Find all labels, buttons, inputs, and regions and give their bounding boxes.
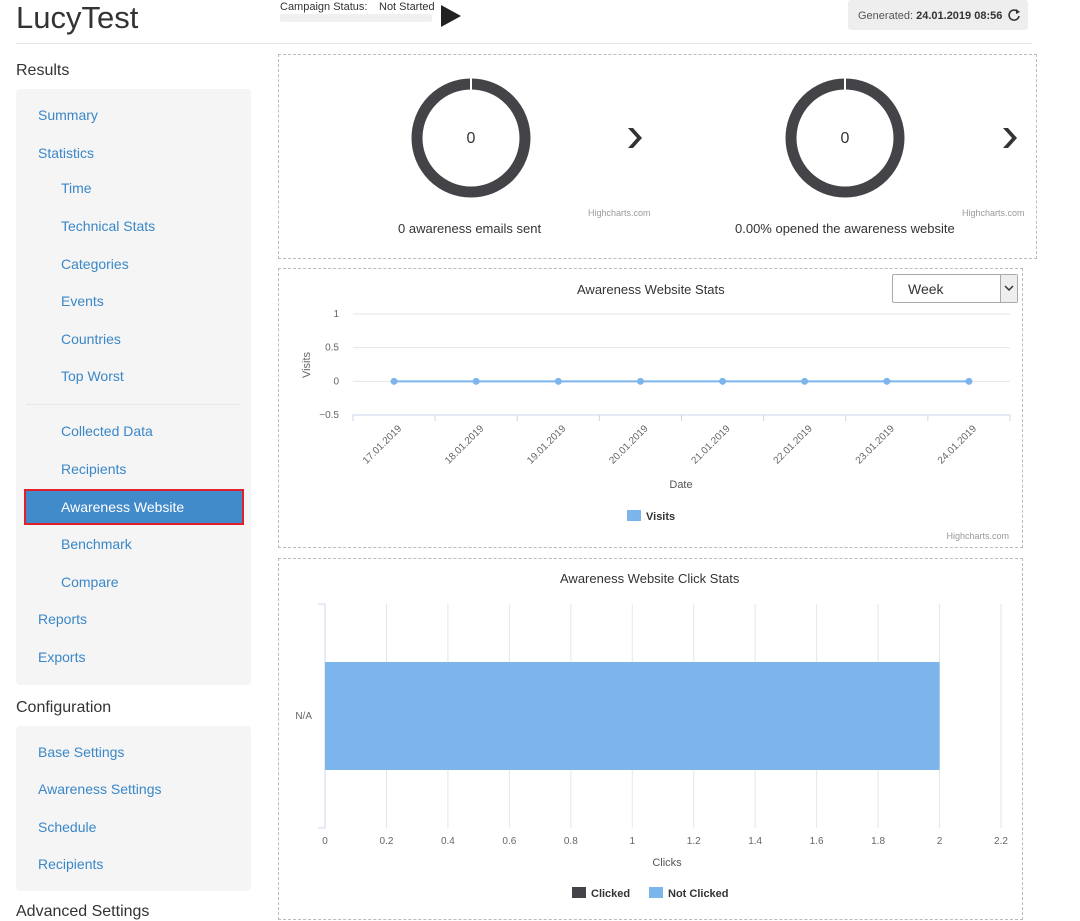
results-nav-panel — [16, 89, 251, 685]
legend-not-clicked-label: Not Clicked — [668, 888, 729, 900]
x-tick-label: 1.2 — [687, 836, 701, 847]
visits-data-point — [883, 377, 891, 385]
nav-benchmark[interactable]: Benchmark — [61, 536, 132, 552]
nav-collected-data[interactable]: Collected Data — [61, 423, 153, 439]
click-stats-chart: 0 0.2 0.4 0.6 0.8 1 1.2 1.4 1.6 1.8 2 2.2 N/A Clicks C… — [295, 603, 1008, 900]
website-opened-value: 0 — [840, 130, 850, 147]
x-tick-label: 2 — [937, 836, 943, 847]
title-divider — [16, 43, 1032, 44]
generated-timestamp: Generated: 24.01.2019 08:56 — [848, 0, 1028, 30]
emails-sent-value: 0 — [466, 130, 476, 147]
nav-technical-stats[interactable]: Technical Stats — [61, 218, 156, 234]
y-axis-title: Visits — [301, 351, 313, 378]
x-tick-label: 0 — [322, 836, 328, 847]
x-tick-label: 1.8 — [871, 836, 885, 847]
click-stats-title: Awareness Website Click Stats — [560, 571, 740, 586]
x-tick-label: 1.4 — [748, 836, 762, 847]
x-tick-label: 20.01.2019 — [607, 423, 650, 466]
x-tick-label: 22.01.2019 — [772, 423, 815, 466]
website-stats-panel — [278, 268, 1023, 548]
legend-not-clicked-swatch — [649, 887, 663, 898]
y-tick-label: −0.5 — [319, 410, 339, 421]
x-axis-title: Clicks — [652, 857, 682, 869]
visits-data-point — [965, 377, 973, 385]
configuration-nav-panel — [16, 726, 251, 891]
x-tick-label: 1.6 — [810, 836, 824, 847]
x-tick-label: 17.01.2019 — [361, 423, 404, 466]
y-category-label: N/A — [295, 711, 312, 722]
website-chart-credit: Highcharts.com — [962, 208, 1025, 218]
nav-categories[interactable]: Categories — [61, 256, 129, 272]
x-axis-title: Date — [669, 479, 692, 491]
results-heading: Results — [16, 62, 70, 79]
x-tick-label: 0.8 — [564, 836, 578, 847]
x-tick-label: 24.01.2019 — [936, 423, 979, 466]
visits-data-point — [636, 377, 644, 385]
x-tick-label: 0.6 — [502, 836, 516, 847]
website-opened-caption: 0.00% opened the awareness website — [735, 221, 955, 236]
y-tick-label: 0 — [333, 376, 339, 387]
nav-top-worst[interactable]: Top Worst — [61, 368, 124, 384]
nav-recipients[interactable]: Recipients — [61, 461, 127, 477]
x-tick-label: 0.2 — [380, 836, 394, 847]
website-stats-chart: 1 0.5 0 −0.5 17.01.2019 18.01.2019 19.01.2019 2… — [301, 309, 1011, 541]
advanced-settings-heading: Advanced Settings — [16, 903, 150, 920]
x-tick-label: 19.01.2019 — [525, 423, 568, 466]
bar-not-clicked — [325, 662, 940, 770]
nav-events[interactable]: Events — [61, 293, 104, 309]
nav-awareness-website-label: Awareness Website — [61, 499, 185, 515]
chevron-right-icon[interactable] — [628, 128, 642, 148]
x-tick-label: 0.4 — [441, 836, 455, 847]
nav-countries[interactable]: Countries — [61, 331, 121, 347]
generated-value: 24.01.2019 08:56 — [916, 10, 1003, 22]
start-campaign-button[interactable] — [441, 5, 461, 27]
campaign-status-value: Not Started — [379, 1, 435, 13]
visits-data-point — [472, 377, 480, 385]
nav-statistics[interactable]: Statistics — [38, 145, 95, 161]
legend-visits-swatch — [627, 510, 641, 521]
x-tick-label: 23.01.2019 — [854, 423, 897, 466]
nav-config-recipients[interactable]: Recipients — [38, 856, 104, 872]
nav-base-settings[interactable]: Base Settings — [38, 744, 125, 760]
nav-compare[interactable]: Compare — [61, 574, 119, 590]
chart-credit: Highcharts.com — [946, 531, 1009, 541]
nav-reports[interactable]: Reports — [38, 611, 88, 627]
range-select-value: Week — [908, 281, 944, 297]
visits-data-point — [801, 377, 809, 385]
nav-awareness-settings[interactable]: Awareness Settings — [38, 781, 162, 797]
app-title: LucyTest — [16, 0, 139, 35]
legend-clicked-label: Clicked — [591, 888, 630, 900]
legend-clicked-swatch — [572, 887, 586, 898]
emails-sent-caption: 0 awareness emails sent — [398, 221, 542, 236]
generated-label: Generated: — [858, 10, 914, 22]
x-tick-label: 18.01.2019 — [443, 423, 486, 466]
chevron-down-icon — [1000, 275, 1017, 302]
nav-awareness-website[interactable]: Awareness Website — [24, 489, 244, 525]
chevron-right-icon[interactable] — [1003, 128, 1017, 148]
configuration-heading: Configuration — [16, 699, 112, 716]
x-tick-label: 21.01.2019 — [690, 423, 733, 466]
nav-exports[interactable]: Exports — [38, 649, 86, 665]
legend-visits-label: Visits — [646, 511, 675, 523]
visits-data-point — [390, 377, 398, 385]
nav-time[interactable]: Time — [61, 180, 92, 196]
campaign-status-label: Campaign Status: — [280, 1, 368, 13]
range-select[interactable]: Week — [892, 274, 1018, 303]
x-tick-label: 1 — [629, 836, 635, 847]
website-opened-donut — [785, 78, 905, 198]
summary-donuts-panel — [278, 54, 1037, 259]
x-tick-label: 2.2 — [994, 836, 1008, 847]
nav-summary[interactable]: Summary — [38, 107, 98, 123]
y-tick-label: 0.5 — [325, 343, 339, 354]
website-stats-title: Awareness Website Stats — [577, 282, 725, 297]
nav-divider — [26, 404, 240, 405]
visits-data-point — [719, 377, 727, 385]
emails-sent-donut — [411, 78, 531, 198]
campaign-progress-bar — [280, 14, 432, 22]
emails-chart-credit: Highcharts.com — [588, 208, 651, 218]
visits-data-point — [554, 377, 562, 385]
nav-schedule[interactable]: Schedule — [38, 819, 97, 835]
y-tick-label: 1 — [333, 309, 339, 320]
refresh-icon[interactable] — [1007, 8, 1021, 22]
